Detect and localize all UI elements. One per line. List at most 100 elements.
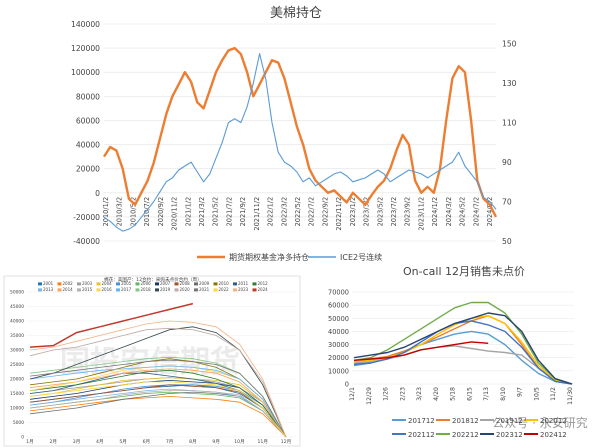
y-tick-label: 5000 bbox=[13, 420, 24, 426]
legend-label-2018: 2018 bbox=[141, 287, 152, 292]
x-tick-label: 2020/11/2 bbox=[171, 197, 179, 231]
x-tick-label: 2024/3/2 bbox=[445, 197, 453, 227]
x-axis-ticks: 12/1 12/29 1/26 2/23 3/23 4/20 5/18 6/15 7/13 8/1… bbox=[349, 387, 574, 405]
legend-label-2007: 2007 bbox=[160, 281, 171, 286]
y-tick-label: 0 bbox=[95, 189, 100, 198]
y-tick-label: 20000 bbox=[328, 354, 349, 362]
y-tick-label: 80000 bbox=[76, 92, 100, 101]
legend-label-202212: 202212 bbox=[452, 431, 479, 439]
x-tick-label: 4/20 bbox=[433, 387, 440, 401]
y-tick-label: 45000 bbox=[10, 304, 24, 310]
legend-label-2011: 2011 bbox=[238, 281, 249, 286]
y2-tick-label: 150 bbox=[502, 40, 517, 49]
legend-label-201712: 201712 bbox=[408, 417, 435, 425]
x-tick-label: 2023/1/2 bbox=[349, 197, 357, 227]
y-tick-label: 0 bbox=[21, 435, 24, 441]
legend-swatch-2006 bbox=[135, 282, 140, 286]
x-tick-label: 3/23 bbox=[416, 387, 423, 401]
y-gridlines bbox=[26, 291, 296, 438]
legend-label-2012: 2012 bbox=[258, 281, 269, 286]
legend-swatch-2011 bbox=[233, 282, 237, 286]
legend-swatch-2012 bbox=[252, 282, 257, 286]
series-line-2002 bbox=[29, 395, 287, 438]
legend-swatch-2004 bbox=[96, 282, 101, 286]
x-tick-label: 2010/5/2 bbox=[129, 197, 137, 227]
y-tick-label: 40000 bbox=[328, 328, 349, 336]
legend-swatch-2020 bbox=[174, 288, 179, 292]
y-tick-label: -40000 bbox=[73, 237, 100, 246]
legend: 201712 201812 201912 202012 202112 202212 2023… bbox=[392, 417, 567, 439]
x-tick-label: 6/15 bbox=[466, 387, 473, 401]
y-tick-label: 25000 bbox=[10, 362, 24, 368]
series-line-201912 bbox=[353, 345, 573, 385]
series-line-202412 bbox=[353, 341, 489, 361]
legend-swatch-2017 bbox=[116, 288, 120, 292]
legend-swatch-2010 bbox=[213, 282, 218, 286]
legend-swatch-2003 bbox=[77, 282, 81, 286]
legend-label-2017: 2017 bbox=[121, 287, 132, 292]
x-tick-label: 8/10 bbox=[500, 387, 507, 401]
y-tick-label: 40000 bbox=[76, 141, 100, 150]
y2-tick-label: 110 bbox=[502, 119, 517, 128]
y-tick-label: 70000 bbox=[328, 289, 349, 297]
y-tick-label: -20000 bbox=[73, 213, 100, 222]
legend-label-net-position: 期货期权基金净多持仓 bbox=[229, 252, 309, 262]
x-tick-label: 5/18 bbox=[450, 387, 457, 401]
legend-label-2002: 2002 bbox=[63, 281, 74, 286]
x-tick-label: 2023/11/2 bbox=[417, 197, 425, 231]
legend-swatch-2016 bbox=[96, 288, 101, 292]
y2-tick-label: 70 bbox=[502, 198, 512, 207]
legend: 期货期权基金净多持仓 ICE2号连续 bbox=[197, 252, 382, 262]
legend-label-202112: 202112 bbox=[408, 431, 435, 439]
legend-label-202012: 202012 bbox=[540, 417, 567, 425]
legend-label-2023: 2023 bbox=[238, 287, 249, 292]
legend-label-2003: 2003 bbox=[82, 281, 93, 286]
x-tick-label: 9/7 bbox=[517, 387, 524, 397]
y-tick-label: 0 bbox=[345, 381, 349, 389]
legend-label-202312: 202312 bbox=[496, 431, 523, 439]
x-tick-label: 2010/1/2 bbox=[102, 197, 110, 227]
legend-swatch-2022 bbox=[213, 288, 218, 292]
x-tick-label: 6月 bbox=[143, 439, 151, 445]
y-tick-label: 50000 bbox=[10, 290, 24, 296]
x-tick-label: 11/30 bbox=[567, 387, 574, 405]
y2-tick-label: 90 bbox=[502, 158, 512, 167]
legend-label-2021: 2021 bbox=[199, 287, 210, 292]
x-tick-label: 2024/5/2 bbox=[459, 197, 467, 227]
y-tick-label: 140000 bbox=[71, 20, 100, 29]
x-tick-label: 2022/7/2 bbox=[308, 197, 316, 227]
y-tick-label: 40000 bbox=[10, 319, 24, 325]
x-tick-label: 2021/3/2 bbox=[198, 197, 206, 227]
legend-swatch-2018 bbox=[135, 288, 140, 292]
legend-swatch-2023 bbox=[233, 288, 237, 292]
legend-label-2015: 2015 bbox=[82, 287, 93, 292]
x-tick-label: 2022/9/2 bbox=[321, 197, 329, 227]
legend-label-2016: 2016 bbox=[102, 287, 113, 292]
legend-label-2014: 2014 bbox=[63, 287, 74, 292]
x-tick-label: 2021/11/2 bbox=[253, 197, 261, 231]
y-tick-label: 30000 bbox=[10, 348, 24, 354]
series-line-2008 bbox=[29, 384, 287, 438]
chart-unfixed-contracts-seasonal: 棉花：美国产：12合约：采购未点价合约（周） 2001 2002 2003 2004 2… bbox=[3, 275, 301, 447]
x-tick-label: 2010/3/2 bbox=[116, 197, 124, 227]
series-line-202312 bbox=[353, 312, 573, 385]
y-axis-ticks: 0 5000 10000 15000 20000 25000 30000 35000 40000… bbox=[10, 290, 24, 441]
series-line-2024 bbox=[29, 302, 194, 348]
x-tick-label: 2022/5/2 bbox=[294, 197, 302, 227]
legend-swatch-2005 bbox=[116, 282, 120, 286]
y-tick-label: 10000 bbox=[10, 406, 24, 412]
x-tick-label: 2024/1/2 bbox=[431, 197, 439, 227]
x-tick-label: 2023/5/2 bbox=[376, 197, 384, 227]
legend: 2001 2002 2003 2004 2005 2006 2007 2008 2009 2010… bbox=[38, 281, 268, 292]
y-tick-label: 15000 bbox=[10, 391, 24, 397]
series-line-2015 bbox=[29, 390, 287, 438]
x-tick-label: 2020/9/2 bbox=[157, 197, 165, 227]
x-tick-label: 2023/9/2 bbox=[404, 197, 412, 227]
x-axis-ticks: 1月 2月 3月 4月 5月 6月 7月 8月 9月 10月 11月 12月 bbox=[26, 439, 291, 445]
x-tick-label: 12月 bbox=[281, 439, 291, 445]
y-tick-label: 20000 bbox=[76, 165, 100, 174]
x-axis-ticks: 2010/1/2 2010/3/2 2010/5/2 2010/7/2 2020/9/2… bbox=[102, 197, 494, 231]
legend-swatch-2002 bbox=[57, 282, 62, 286]
y-tick-label: 100000 bbox=[71, 68, 100, 77]
